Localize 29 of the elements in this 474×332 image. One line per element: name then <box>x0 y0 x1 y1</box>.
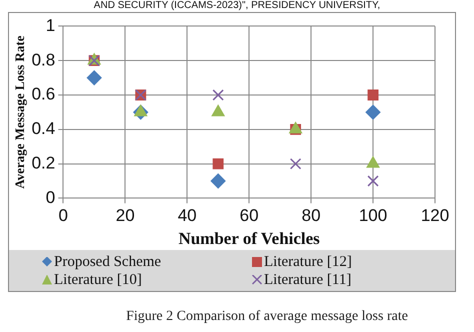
x-tick-label: 100 <box>358 206 388 226</box>
legend-label: Proposed Scheme <box>54 252 162 270</box>
y-tick-label: 0.8 <box>32 50 56 70</box>
x-tick-label: 60 <box>240 206 259 226</box>
x-tick-label: 80 <box>302 206 321 226</box>
point <box>212 158 224 170</box>
y-tick-label: 1 <box>46 16 56 35</box>
point <box>210 174 226 188</box>
legend-label: Literature [12] <box>264 252 352 270</box>
y-tick-label: 0.4 <box>32 119 56 138</box>
legend-label: Literature [10] <box>54 270 142 288</box>
point <box>212 89 224 101</box>
legend-label: Literature [11] <box>264 270 352 288</box>
point <box>366 104 381 120</box>
y-tick-label: 0.6 <box>32 84 56 104</box>
x-axis-title: Number of Vehicles <box>178 229 320 248</box>
point <box>290 158 302 170</box>
text: AND SECURITY (ICCAMS-2023)", PRESIDENCY UNIVERSITY, <box>92 0 382 11</box>
y-tick-label: 0.2 <box>32 153 56 172</box>
x-tick-label: 0 <box>58 206 68 226</box>
caption: Figure 2 Comparison of average message loss rate <box>125 309 409 325</box>
x-tick-label: 120 <box>420 206 450 226</box>
x-tick-label: 40 <box>178 206 197 226</box>
y-tick-label: 0 <box>46 188 56 207</box>
point <box>368 90 378 100</box>
point <box>86 70 102 86</box>
point <box>367 175 379 187</box>
y-axis-title: Average Message Loss Rate <box>12 35 28 189</box>
x-tick-label: 20 <box>116 206 135 226</box>
